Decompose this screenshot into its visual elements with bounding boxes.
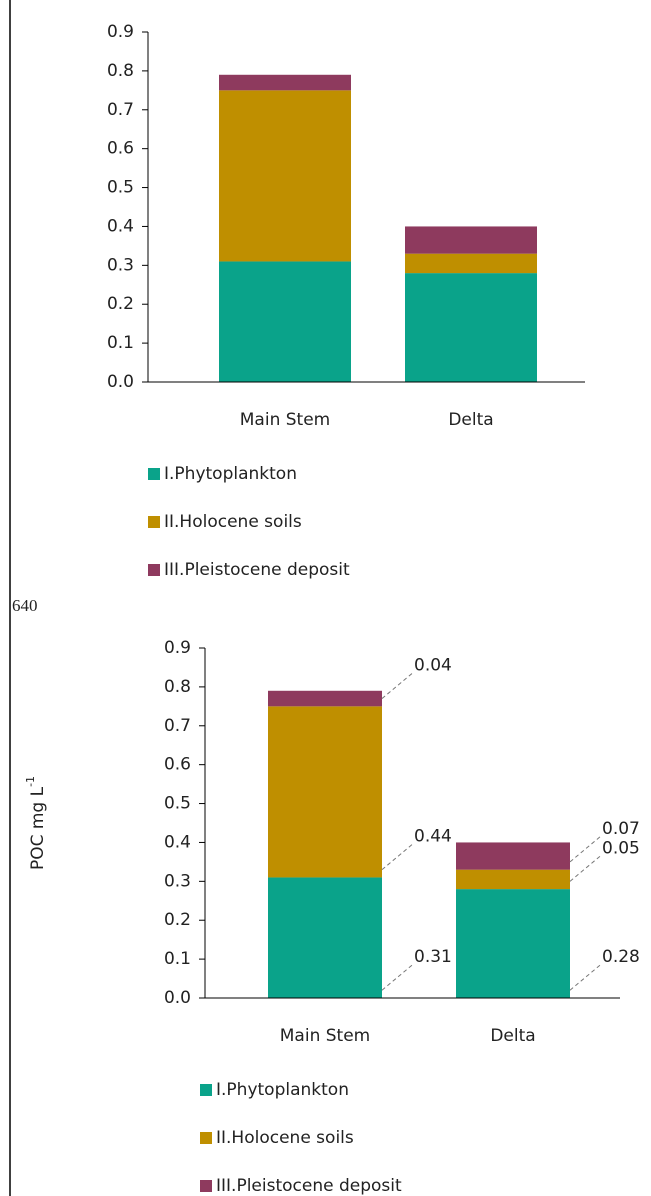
y-tick-label: 0.8	[164, 677, 191, 697]
bar-segment	[268, 877, 382, 998]
leader-line	[381, 964, 413, 991]
legend-swatch	[200, 1132, 212, 1144]
bar-segment	[219, 261, 351, 382]
bar-segment	[219, 90, 351, 262]
y-tick-label: 0.7	[107, 100, 134, 120]
leader-line	[381, 844, 413, 871]
bar-segment	[456, 889, 570, 998]
leader-line	[569, 964, 601, 991]
y-tick-label: 0.2	[164, 910, 191, 930]
legend-label: III.Pleistocene deposit	[164, 560, 350, 580]
bar-segment	[456, 842, 570, 870]
y-axis-label-sup: -1	[24, 776, 37, 787]
y-tick-label: 0.6	[164, 755, 191, 775]
legend-swatch	[200, 1084, 212, 1096]
page-label: 640	[12, 596, 38, 615]
bar-segment	[268, 690, 382, 707]
y-tick-label: 0.7	[164, 716, 191, 736]
y-tick-label: 0.5	[107, 178, 134, 198]
x-tick-label: Delta	[490, 1026, 535, 1046]
y-tick-label: 0.3	[164, 871, 191, 891]
y-tick-label: 0.4	[164, 832, 191, 852]
data-label: 0.05	[602, 838, 640, 858]
legend-swatch	[148, 564, 160, 576]
data-label: 0.04	[414, 656, 452, 676]
x-tick-label: Delta	[448, 410, 493, 430]
bar-segment	[456, 869, 570, 890]
y-tick-label: 0.0	[164, 988, 191, 1008]
y-tick-label: 0.4	[107, 216, 134, 236]
legend-label: I.Phytoplankton	[164, 464, 297, 484]
legend-swatch	[200, 1180, 212, 1192]
legend-swatch	[148, 468, 160, 480]
y-tick-label: 0.8	[107, 61, 134, 81]
legend-label: I.Phytoplankton	[216, 1080, 349, 1100]
data-label: 0.44	[414, 827, 452, 847]
leader-line	[569, 855, 601, 882]
x-tick-label: Main Stem	[280, 1026, 370, 1046]
legend-label: III.Pleistocene deposit	[216, 1176, 402, 1196]
x-tick-label: Main Stem	[240, 410, 330, 430]
bar-segment	[405, 226, 537, 254]
y-tick-label: 0.6	[107, 139, 134, 159]
legend-swatch	[148, 516, 160, 528]
legend-label: II.Holocene soils	[216, 1128, 354, 1148]
data-label: 0.31	[414, 947, 452, 967]
y-tick-label: 0.2	[107, 294, 134, 314]
y-tick-label: 0.5	[164, 794, 191, 814]
bar-segment	[405, 253, 537, 274]
y-tick-label: 0.3	[107, 255, 134, 275]
leader-line	[569, 836, 601, 863]
y-axis-label-text: POC mg L	[28, 786, 48, 870]
y-axis-label: POC mg L-1	[24, 776, 48, 870]
bar-segment	[219, 74, 351, 91]
data-label: 0.07	[602, 819, 640, 839]
leader-line	[381, 673, 413, 699]
y-tick-label: 0.9	[107, 22, 134, 42]
y-tick-label: 0.1	[164, 949, 191, 969]
legend-label: II.Holocene soils	[164, 512, 302, 532]
y-tick-label: 0.9	[164, 638, 191, 658]
y-tick-label: 0.1	[107, 333, 134, 353]
data-label: 0.28	[602, 947, 640, 967]
bar-segment	[405, 273, 537, 382]
y-tick-label: 0.0	[107, 372, 134, 392]
bar-segment	[268, 706, 382, 878]
